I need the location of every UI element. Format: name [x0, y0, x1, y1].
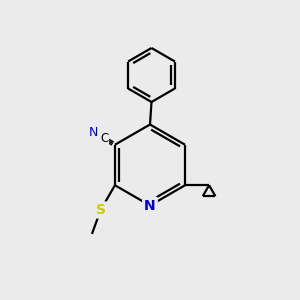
Text: C: C [100, 132, 108, 145]
Text: N: N [144, 199, 156, 212]
Text: S: S [96, 203, 106, 217]
Text: N: N [89, 126, 98, 139]
